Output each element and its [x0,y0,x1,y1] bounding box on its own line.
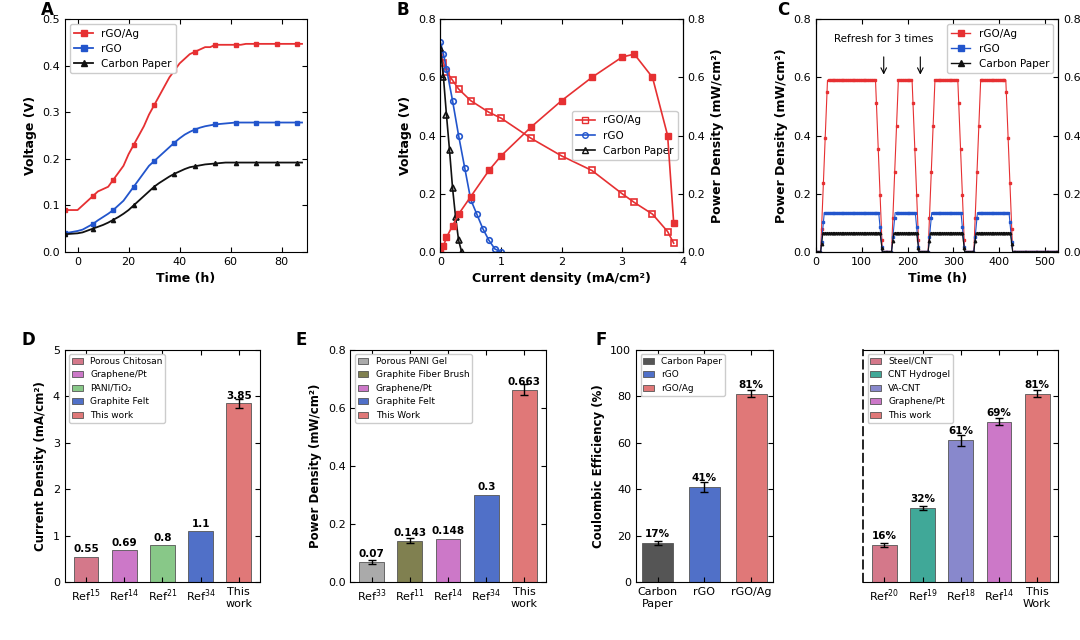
rGO [810,248,823,256]
X-axis label: Time (h): Time (h) [157,273,216,285]
rGO/Ag [833,76,846,84]
Y-axis label: Power Density (mW/cm²): Power Density (mW/cm²) [774,48,788,223]
rGO [1052,248,1065,256]
rGO/Ag [1017,248,1030,256]
Bar [227,403,252,582]
Text: 61%: 61% [948,426,973,436]
Bar [643,543,673,582]
Carbon Paper [869,229,882,237]
rGO [1017,248,1030,256]
Text: 0.143: 0.143 [393,528,427,538]
Text: 0.07: 0.07 [359,549,384,559]
Bar [188,531,213,582]
rGO [1014,248,1027,256]
Carbon Paper [1017,248,1030,256]
rGO/Ag [974,76,987,84]
Y-axis label: Voltage (V): Voltage (V) [24,96,37,175]
Text: 41%: 41% [692,473,717,483]
Text: 69%: 69% [986,408,1011,418]
Text: A: A [41,1,53,19]
X-axis label: Current density (mA/cm²): Current density (mA/cm²) [472,273,651,285]
Text: E: E [296,331,307,349]
Line: rGO/Ag: rGO/Ag [814,79,1059,253]
rGO [869,209,882,216]
Legend: rGO/Ag, rGO, Carbon Paper: rGO/Ag, rGO, Carbon Paper [70,24,176,73]
Text: 0.8: 0.8 [153,533,172,543]
rGO [974,209,987,216]
Bar [435,540,460,582]
Bar [112,550,137,582]
Legend: Porous Chitosan, Graphene/Pt, PANI/TiO₂, Graphite Felt, This work: Porous Chitosan, Graphene/Pt, PANI/TiO₂,… [69,354,165,422]
Bar [1025,394,1050,582]
Y-axis label: Power Density (mW/cm²): Power Density (mW/cm²) [711,48,724,223]
Bar [73,557,98,582]
Carbon Paper [810,248,823,256]
Text: 1.1: 1.1 [191,519,210,529]
Text: 17%: 17% [645,529,670,539]
Bar [150,545,175,582]
Text: 0.69: 0.69 [111,538,137,548]
Text: 0.55: 0.55 [73,545,99,554]
Carbon Paper [852,229,865,237]
Text: Refresh for 3 times: Refresh for 3 times [835,35,934,44]
rGO/Ag [869,88,882,95]
Bar [360,562,384,582]
Bar [910,508,935,582]
Text: 32%: 32% [910,493,935,504]
rGO/Ag [821,76,834,84]
X-axis label: Time (h): Time (h) [907,273,967,285]
Legend: Porous PANI Gel, Graphite Fiber Brush, Graphene/Pt, Graphite Felt, This Work: Porous PANI Gel, Graphite Fiber Brush, G… [355,354,472,422]
Text: 0.148: 0.148 [432,527,464,536]
Carbon Paper [1052,248,1065,256]
Carbon Paper [816,229,829,237]
Legend: Steel/CNT, CNT Hydrogel, VA-CNT, Graphene/Pt, This work: Steel/CNT, CNT Hydrogel, VA-CNT, Graphen… [867,354,954,422]
rGO/Ag [1052,248,1065,256]
Text: 3.85: 3.85 [226,391,252,401]
Bar [474,495,499,582]
Bar [872,545,896,582]
Bar [986,422,1011,582]
Text: 81%: 81% [739,380,764,390]
Bar [737,394,767,582]
Bar [689,487,719,582]
Y-axis label: Current Density (mA/cm²): Current Density (mA/cm²) [35,381,48,551]
Text: 0.3: 0.3 [477,482,496,492]
rGO/Ag [810,248,823,256]
Line: Carbon Paper: Carbon Paper [814,232,1059,253]
Text: 81%: 81% [1025,380,1050,390]
Bar [397,541,422,582]
rGO/Ag [852,76,865,84]
Carbon Paper [1014,248,1027,256]
rGO [833,209,846,216]
Legend: rGO/Ag, rGO, Carbon Paper: rGO/Ag, rGO, Carbon Paper [947,24,1053,73]
Y-axis label: Coulombic Efficiency (%): Coulombic Efficiency (%) [592,384,605,548]
rGO [852,209,865,216]
Legend: Carbon Paper, rGO, rGO/Ag: Carbon Paper, rGO, rGO/Ag [640,354,725,396]
Text: 0.663: 0.663 [508,376,541,387]
Legend: rGO/Ag, rGO, Carbon Paper: rGO/Ag, rGO, Carbon Paper [571,111,677,160]
Text: B: B [396,1,409,19]
Carbon Paper [833,229,846,237]
Bar [948,440,973,582]
Bar [512,390,537,582]
rGO [818,209,831,216]
Text: 16%: 16% [872,531,896,541]
Text: F: F [595,331,607,349]
Y-axis label: Voltage (V): Voltage (V) [400,96,413,175]
Text: C: C [778,1,789,19]
Text: D: D [22,331,36,349]
Y-axis label: Power Density (mW/cm²): Power Density (mW/cm²) [309,384,322,548]
rGO/Ag [1014,248,1027,256]
Carbon Paper [974,229,987,237]
Line: rGO: rGO [814,211,1059,253]
